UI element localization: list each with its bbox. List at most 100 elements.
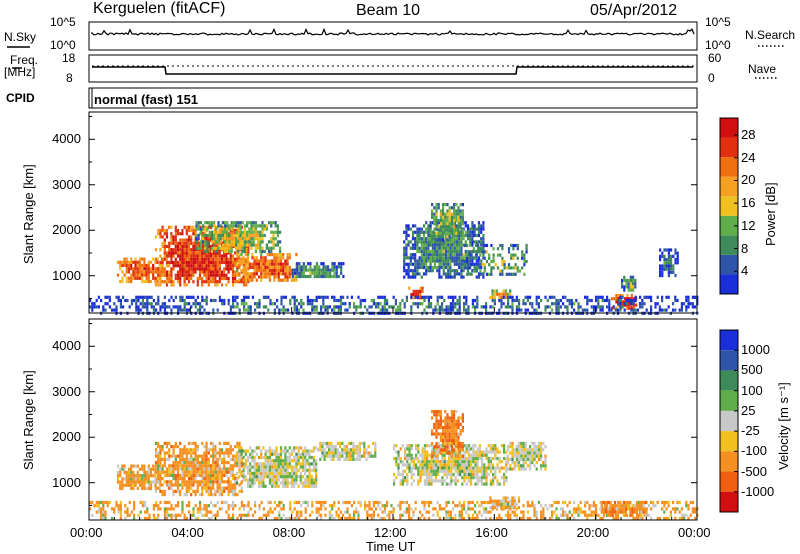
heatmap-cell <box>462 275 465 279</box>
heatmap-cell <box>221 243 224 247</box>
heatmap-cell <box>427 295 430 299</box>
heatmap-cell <box>307 262 310 266</box>
heatmap-cell <box>172 451 175 455</box>
heatmap-cell <box>154 283 158 287</box>
heatmap-cell <box>244 272 247 276</box>
heatmap-cell <box>263 224 266 228</box>
heatmap-cell <box>321 454 324 458</box>
heatmap-cell <box>242 465 245 469</box>
heatmap-cell <box>372 454 375 458</box>
heatmap-cell <box>431 442 434 446</box>
heatmap-cell <box>264 452 267 456</box>
heatmap-cell <box>298 265 301 269</box>
heatmap-cell <box>477 240 481 244</box>
heatmap-cell <box>423 469 426 473</box>
heatmap-cell <box>196 254 199 258</box>
heatmap-cell <box>113 510 116 514</box>
heatmap-cell <box>286 484 289 488</box>
heatmap-cell <box>172 260 175 265</box>
heatmap-cell <box>405 298 408 303</box>
heatmap-cell <box>507 454 510 458</box>
heatmap-cell <box>420 259 423 263</box>
heatmap-cell <box>130 486 133 491</box>
heatmap-cell <box>201 464 204 468</box>
heatmap-cell <box>194 244 197 249</box>
heatmap-cell <box>290 278 294 282</box>
heatmap-cell <box>667 248 670 252</box>
heatmap-cell <box>214 283 217 287</box>
heatmap-cell <box>551 295 554 299</box>
heatmap-cell <box>219 230 222 234</box>
heatmap-cell <box>266 259 269 263</box>
heatmap-cell <box>410 469 413 473</box>
heatmap-cell <box>195 221 198 225</box>
heatmap-cell <box>625 278 628 283</box>
heatmap-cell <box>432 466 435 470</box>
heatmap-cell <box>505 479 508 483</box>
heatmap-cell <box>324 274 327 279</box>
heatmap-cell <box>293 308 296 312</box>
heatmap-cell <box>467 466 470 470</box>
heatmap-cell <box>132 276 135 280</box>
heatmap-cell <box>441 453 444 457</box>
heatmap-cell <box>229 232 232 236</box>
heatmap-cell <box>453 448 456 452</box>
heatmap-cell <box>214 473 217 477</box>
heatmap-cell <box>521 266 524 270</box>
heatmap-cell <box>138 267 142 271</box>
heatmap-cell <box>442 272 445 276</box>
heatmap-cell <box>297 455 300 460</box>
heatmap-cell <box>152 480 155 484</box>
heatmap-cell <box>251 455 254 460</box>
heatmap-cell <box>254 227 257 231</box>
heatmap-cell <box>427 246 430 250</box>
heatmap-cell <box>520 308 523 312</box>
heatmap-cell <box>450 445 453 449</box>
heatmap-cell <box>185 493 188 497</box>
heatmap-cell <box>201 280 204 284</box>
heatmap-cell <box>472 269 475 273</box>
heatmap-cell <box>315 484 318 488</box>
heatmap-cell <box>188 295 191 299</box>
heatmap-cell <box>212 308 215 312</box>
heatmap-cell <box>445 469 448 473</box>
heatmap-cell <box>458 272 461 276</box>
heatmap-cell <box>172 241 175 245</box>
heatmap-cell <box>489 466 492 470</box>
heatmap-cell <box>209 483 213 487</box>
heatmap-cell <box>141 305 144 309</box>
heatmap-cell <box>416 269 419 273</box>
heatmap-cell <box>194 441 197 445</box>
heatmap-cell <box>190 457 193 461</box>
heatmap-cell <box>332 448 335 452</box>
heatmap-cell <box>418 237 421 241</box>
heatmap-cell <box>220 451 224 455</box>
heatmap-cell <box>518 305 521 309</box>
heatmap-cell <box>388 305 391 309</box>
heatmap-cell <box>299 475 302 479</box>
heatmap-cell <box>417 447 420 451</box>
heatmap-cell <box>457 445 460 449</box>
heatmap-cell <box>262 269 265 273</box>
heatmap-cell <box>188 504 191 508</box>
heatmap-cell <box>310 475 313 479</box>
heatmap-cell <box>420 227 423 231</box>
heatmap-cell <box>163 457 166 461</box>
heatmap-cell <box>230 246 233 250</box>
heatmap-cell <box>570 302 573 306</box>
heatmap-cell <box>172 283 175 287</box>
heatmap-cell <box>168 513 171 517</box>
heatmap-cell <box>524 441 527 445</box>
heatmap-cell <box>216 470 219 474</box>
heatmap-cell <box>467 463 470 467</box>
heatmap-cell <box>192 464 195 468</box>
heatmap-cell <box>123 260 126 264</box>
heatmap-cell <box>520 467 523 471</box>
heatmap-cell <box>291 271 294 275</box>
heatmap-cell <box>406 479 409 483</box>
heatmap-cell <box>279 481 283 485</box>
heatmap-cell <box>187 461 191 465</box>
heatmap-cell <box>352 457 355 461</box>
heatmap-cell <box>224 246 227 250</box>
heatmap-cell <box>326 265 330 269</box>
